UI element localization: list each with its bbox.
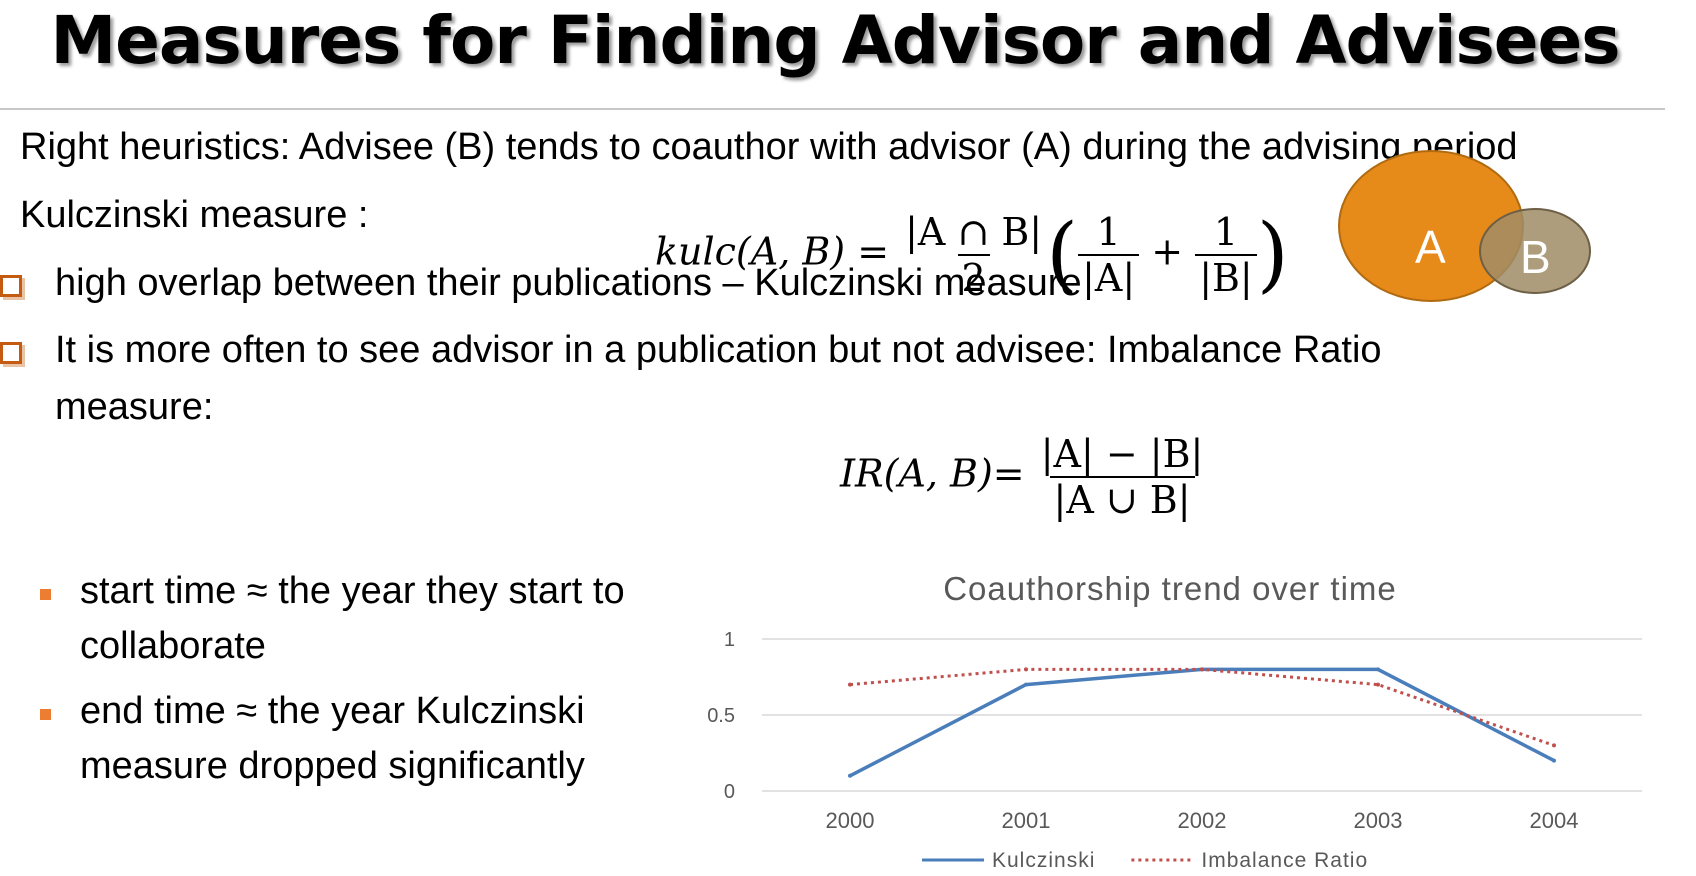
formula-lhs: kulc(A, B) = [655, 229, 890, 274]
x-tick-label: 2002 [1178, 808, 1227, 833]
slide-title: Measures for Finding Advisor and Advisee… [50, 2, 1620, 79]
venn-diagram: A B [1335, 148, 1595, 313]
data-point [848, 682, 852, 687]
formula-lhs: IR(A, B)= [840, 451, 1025, 496]
formula-denominator: |A ∪ B| [1049, 476, 1195, 522]
data-point [848, 773, 852, 778]
open-paren: ( [1046, 207, 1079, 302]
formula-fraction: 1 |B| [1195, 210, 1257, 300]
venn-svg [1338, 150, 1591, 302]
kulczinski-formula: kulc(A, B) = |A ∩ B| 2 ( 1 |A| + 1 |B| ) [655, 210, 1289, 300]
square-bullet-icon [40, 709, 51, 720]
y-tick-label: 0 [724, 781, 735, 803]
formula-numerator: 1 [1213, 210, 1239, 254]
title-divider [0, 108, 1665, 110]
legend-label: Kulczinski [992, 849, 1095, 872]
x-tick-label: 2004 [1530, 808, 1579, 833]
sub-bullet-end-line2: measure dropped significantly [80, 745, 585, 787]
sub-bullet-end-line1: end time ≈ the year Kulczinski [80, 690, 585, 732]
x-tick-label: 2000 [826, 808, 875, 833]
data-point [1552, 743, 1556, 748]
square-bullet-icon [40, 589, 51, 600]
formula-fraction: |A ∩ B| 2 [901, 210, 1046, 300]
close-paren: ) [1256, 207, 1289, 302]
chart-title: Coauthorship trend over time [943, 570, 1397, 607]
bullet-imbalance-cont: measure: [55, 386, 214, 428]
venn-label-b: B [1520, 231, 1551, 283]
data-point [1024, 682, 1028, 687]
formula-denominator: 2 [957, 254, 990, 300]
y-tick-label: 0.5 [707, 705, 735, 727]
sub-bullet-start-line1: start time ≈ the year they start to [80, 570, 625, 612]
formula-denominator: |A| [1078, 254, 1140, 300]
formula-fraction: |A| − |B| |A ∪ B| [1037, 432, 1208, 522]
data-point [1376, 667, 1380, 672]
plus-sign: + [1151, 229, 1184, 274]
data-point [1376, 682, 1380, 687]
bullet-overlap: high overlap between their publications … [55, 262, 1082, 304]
formula-numerator: |A| − |B| [1040, 432, 1204, 476]
data-point [1552, 758, 1556, 763]
data-point [1024, 667, 1028, 672]
y-tick-label: 1 [724, 629, 735, 651]
x-tick-label: 2001 [1002, 808, 1051, 833]
checkbox-bullet-icon [0, 275, 22, 297]
imbalance-ratio-formula: IR(A, B)= |A| − |B| |A ∪ B| [840, 432, 1207, 522]
bullet-imbalance: It is more often to see advisor in a pub… [55, 329, 1382, 371]
data-point [1200, 667, 1204, 672]
coauthorship-chart: 0 0.5 1 2000 2001 2002 2003 2004 Kulczinski Imbal… [707, 629, 1642, 872]
formula-numerator: 1 [1096, 210, 1121, 254]
series-line-kulczinski [849, 667, 1555, 778]
intro-text: Right heuristics: Advisee (B) tends to c… [20, 126, 1518, 168]
formula-fraction: 1 |A| [1078, 210, 1140, 300]
legend-label: Imbalance Ratio [1201, 849, 1368, 872]
formula-numerator: |A ∩ B| [905, 210, 1043, 254]
formula-denominator: |B| [1195, 254, 1257, 300]
sub-bullet-start-line2: collaborate [80, 625, 266, 667]
venn-circle-b [1479, 208, 1591, 294]
series-line-imbalance-ratio [849, 667, 1555, 747]
kulczinski-heading: Kulczinski measure : [20, 194, 369, 236]
checkbox-bullet-icon [0, 342, 22, 364]
x-tick-label: 2003 [1354, 808, 1403, 833]
venn-label-a: A [1415, 221, 1446, 273]
